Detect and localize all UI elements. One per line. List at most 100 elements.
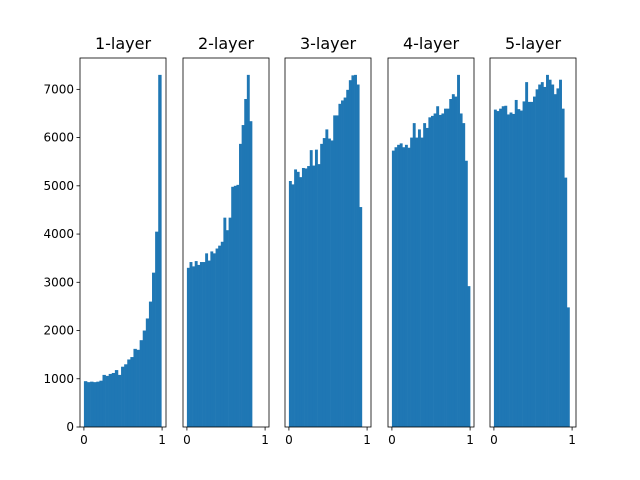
histogram-bar [130,357,134,427]
x-tick-label: 1 [261,433,269,447]
panel-3: 4-layer 0 1 [387,34,475,447]
histogram-bar [346,89,350,427]
x-tick-label: 0 [183,433,191,447]
histogram-bar [543,86,547,427]
histogram-bar [330,140,334,428]
histogram-bar [127,359,131,427]
histogram-bar [533,96,536,427]
histogram-bar [202,262,206,427]
histogram-bar [559,79,562,428]
histogram-bar [556,88,560,427]
histogram-bar [451,94,455,428]
axes-frame [284,57,372,428]
histogram-bar [307,166,311,428]
histogram-bar [158,74,162,427]
histogram-bar [519,110,523,427]
histogram-bar [431,115,434,427]
histogram-bar [335,115,339,428]
axes-frame [79,57,167,428]
histogram-bar [102,374,106,427]
histogram-bar [504,105,508,427]
histogram-bar [423,123,427,428]
histogram-bar [530,101,534,427]
histogram-bar [402,147,406,428]
axes-frame [182,57,270,428]
histogram-bar [325,129,329,427]
panel-title: 4-layer [403,34,460,53]
axes-frame [387,57,475,428]
histogram-bar [111,372,116,427]
x-tick-label: 1 [568,433,576,447]
histogram-bar [83,381,88,427]
histogram-bar [425,127,429,427]
histogram-bar [87,382,91,427]
histogram-bar [517,109,521,427]
x-tick-label: 0 [80,433,88,447]
y-tick-label: 4000 [43,227,74,241]
histogram-bar [436,106,440,428]
panel-title: 3-layer [300,34,357,53]
y-tick-label: 5000 [43,179,74,193]
histogram-bar [553,94,557,428]
histogram-bar [444,108,447,428]
histogram-bar [96,381,100,427]
histogram-bar [136,349,140,427]
histogram-bar [301,167,305,428]
histogram-bar [142,330,147,427]
histogram-bar [540,82,544,428]
histogram-bar [512,113,516,427]
histogram-bar [499,108,503,428]
histogram-bar [356,84,360,427]
histogram-bar [359,207,363,427]
histogram-bar [197,264,201,427]
histogram-bar [246,74,250,427]
y-tick-label: 2000 [43,324,74,338]
histogram-bar [341,100,344,427]
panel-title: 5-layer [505,34,562,53]
histogram-bar [117,374,122,427]
x-tick-label: 0 [285,433,293,447]
histogram-bar [294,169,298,428]
x-tick-label: 1 [158,433,166,447]
histogram-bar [433,113,437,427]
histogram-bar [93,382,97,427]
histogram-bar [561,108,565,428]
histogram-bar [312,165,316,427]
histogram-bar [121,366,125,427]
histogram-bar [296,171,300,427]
histogram-bar [462,123,466,428]
histogram-bar [314,149,318,427]
histogram-bar [551,84,555,427]
histogram-bar [522,101,526,427]
histogram-bar [192,266,196,427]
histogram-bar [133,348,137,427]
axes-frame [489,57,577,428]
histogram-bar [354,74,357,427]
y-tick-label: 6000 [43,131,74,145]
histogram-bar [317,164,321,427]
histogram-bar [428,117,432,427]
histogram-bar [446,108,450,428]
histogram-bar [291,184,295,427]
histogram-bar [249,121,253,427]
histogram-bar [441,113,445,427]
histogram-bar [338,103,342,427]
panel-2: 3-layer 0 1 [284,34,372,447]
histogram-bar [155,231,159,427]
histogram-bar [412,123,416,428]
histogram-bar [152,272,156,427]
histogram-bar [210,251,214,427]
histogram-bar [438,114,442,428]
histogram-bar [215,248,219,427]
histogram-bar [241,125,245,428]
histogram-bar [397,144,401,427]
histogram-bar [207,260,211,427]
histogram-bar [509,112,513,427]
histogram-bar [194,261,198,427]
histogram-bar [394,147,398,428]
histogram-bar [236,184,240,427]
histogram-bar [99,380,103,427]
histogram-bar [223,217,227,427]
histogram-bar [538,84,542,427]
